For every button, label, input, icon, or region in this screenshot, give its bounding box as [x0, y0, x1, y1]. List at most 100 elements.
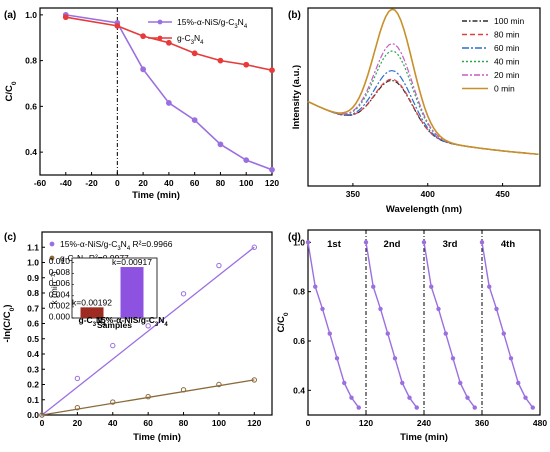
panel-a-series-0-line: [65, 14, 273, 171]
panel-d-cycle-3-point: [465, 395, 470, 400]
panel-a-series-1-point: [165, 39, 172, 46]
panel-c-label: (c): [4, 232, 16, 243]
panel-d-cycle-3-point: [450, 356, 456, 361]
panel-c-inset-ytick-label: 0.008: [49, 267, 71, 277]
panel-d-cycle-4-point: [501, 331, 506, 336]
panel-c-series-1-point: [180, 387, 187, 393]
panel-a-ytick-label: 0.4: [25, 147, 37, 157]
panel-c-xtick-label: 0: [40, 418, 45, 428]
panel-d-cycle-4-point: [523, 395, 528, 400]
panel-a-series-0-point: [217, 141, 224, 148]
panel-b-legend-label: 60 min: [494, 43, 520, 53]
panel-d-cycle-2-line: [365, 242, 418, 409]
panel-d-cycle-2-point: [378, 306, 383, 312]
panel-c-inset-ytick-label: 0.004: [49, 289, 71, 299]
panel-d-cycle-4-point: [530, 405, 535, 410]
panel-c-xlabel: Time (min): [133, 432, 181, 443]
panel-d-ytick-label: 1.0: [293, 237, 305, 247]
panel-d-cycle-label: 1st: [327, 239, 342, 250]
panel-c-xtick-label: 60: [143, 418, 153, 428]
panel-c-inset-category-label: 15%-α-NiS/g-C3N4: [96, 315, 168, 328]
panel-c-legend-marker: [49, 241, 55, 247]
panel-d-cycle-3-point: [472, 405, 477, 410]
panel-a-series-1-point: [62, 14, 69, 21]
panel-a-series-1-point: [243, 61, 250, 68]
panel-d-cycle-1-line: [307, 242, 360, 409]
panel-a-legend-label: 15%-α-NiS/g-C3N4: [177, 17, 248, 30]
panel-d-cycle-1-point: [327, 331, 332, 336]
panel-c-ytick-label: 0.6: [27, 319, 39, 329]
panel-d-cycle-label: 4th: [501, 239, 515, 250]
panel-c-inset-ytick-label: 0.010: [49, 256, 71, 266]
panel-d-cycle-3-point: [436, 306, 441, 312]
panel-d-cycle-1-point: [356, 405, 361, 410]
panel-d-ytick-label: 0.8: [293, 287, 305, 297]
panel-d-xtick-label: 480: [533, 418, 547, 428]
panel-d-cycle-1-point: [349, 395, 354, 400]
panel-c-inset-xlabel: Samples: [97, 320, 132, 330]
panel-c-ytick-label: 0.4: [27, 349, 39, 359]
panel-b-plot-frame: [307, 7, 541, 187]
panel-a-plot-frame: [39, 7, 273, 176]
panel-d-cycle-3-line: [423, 242, 476, 409]
panel-b-series-5-line: [307, 8, 539, 155]
panel-c-ytick-label: 0.9: [27, 273, 39, 283]
panel-a-ytick-label: 0.8: [25, 56, 37, 66]
panel-c-series-1-point: [110, 399, 116, 405]
panel-b-legend-label: 20 min: [494, 70, 520, 80]
panel-b-xlabel: Wavelength (nm): [386, 204, 462, 215]
panel-c-series-0-point: [145, 323, 151, 329]
panel-d-cycle-4-point: [508, 356, 514, 361]
panel-d-xtick-label: 120: [359, 418, 373, 428]
panel-a-ytick-label: 0.6: [25, 101, 37, 111]
panel-c-inset-bar: [120, 267, 144, 318]
panel-d-cycle-label: 2nd: [384, 239, 401, 250]
panel-c-ytick-label: 0.3: [27, 364, 39, 374]
panel-c-inset-value-label: k=0.00917: [112, 257, 152, 267]
panel-c-xtick-label: 120: [247, 418, 261, 428]
panel-c-ytick-label: 0.1: [27, 395, 39, 405]
panel-b-series-2-line: [307, 69, 539, 155]
panel-c-ytick-label: 0.8: [27, 288, 39, 298]
panel-d-cycle-2-point: [371, 284, 376, 289]
panel-b-ylabel: Intensity (a.u.): [291, 65, 302, 129]
panel-a-series-1-point: [140, 33, 147, 40]
panel-d-ytick-label: 0.6: [293, 336, 305, 346]
panel-a-xlabel: Time (min): [132, 190, 180, 201]
panel-a-legend-marker: [157, 35, 163, 41]
panel-d-cycle-1-point: [342, 380, 347, 386]
panel-c-series-1-point: [216, 381, 222, 388]
panel-c-xtick-label: 40: [108, 418, 118, 428]
panel-d-xtick-label: 360: [475, 418, 489, 428]
panel-d-cycle-2-point: [400, 380, 405, 386]
panel-c-inset-value-label: k=0.00192: [72, 297, 112, 307]
panel-d-cycle-4-line: [481, 242, 534, 409]
panel-c-series-0-point: [110, 342, 116, 349]
panel-c-xtick-label: 100: [212, 418, 226, 428]
panel-c-legend-label: 15%-α-NiS/g-C3N4 R²=0.9966: [60, 239, 173, 252]
panel-c-inset-bar: [80, 307, 104, 318]
panel-a-legend-label: g-C3N4: [177, 33, 204, 46]
panel-c-ytick-label: 0.5: [27, 334, 39, 344]
panel-a-series-0-point: [140, 66, 147, 73]
panel-a-legend-marker: [157, 19, 163, 25]
panel-c-xtick-label: 20: [73, 418, 83, 428]
panel-a-series-1-line: [65, 16, 273, 72]
panel-a-xtick-label: 20: [138, 178, 148, 188]
panel-a-xtick-label: -40: [60, 178, 73, 188]
panel-c-ylabel: -ln(C/C0): [2, 304, 16, 342]
panel-c-series-1-point: [251, 377, 258, 383]
panel-a-series-1-point: [114, 22, 121, 29]
panel-a-xtick-label: 100: [239, 178, 253, 188]
panel-b-legend-label: 40 min: [494, 57, 520, 67]
panel-d-cycle-4-point: [479, 240, 485, 245]
panel-d-cycle-label: 3rd: [443, 239, 458, 250]
panel-d-cycle-2-point: [392, 356, 398, 361]
panel-d-cycle-3-point: [443, 331, 448, 336]
panel-d-cycle-2-point: [385, 331, 390, 336]
panel-c-ytick-label: 1.0: [27, 258, 39, 268]
panel-c-series-1-point: [145, 394, 151, 400]
panel-d-cycle-3-point: [458, 380, 463, 386]
panel-a-xtick-label: 120: [265, 178, 279, 188]
panel-c-series-0-fit: [41, 246, 255, 416]
